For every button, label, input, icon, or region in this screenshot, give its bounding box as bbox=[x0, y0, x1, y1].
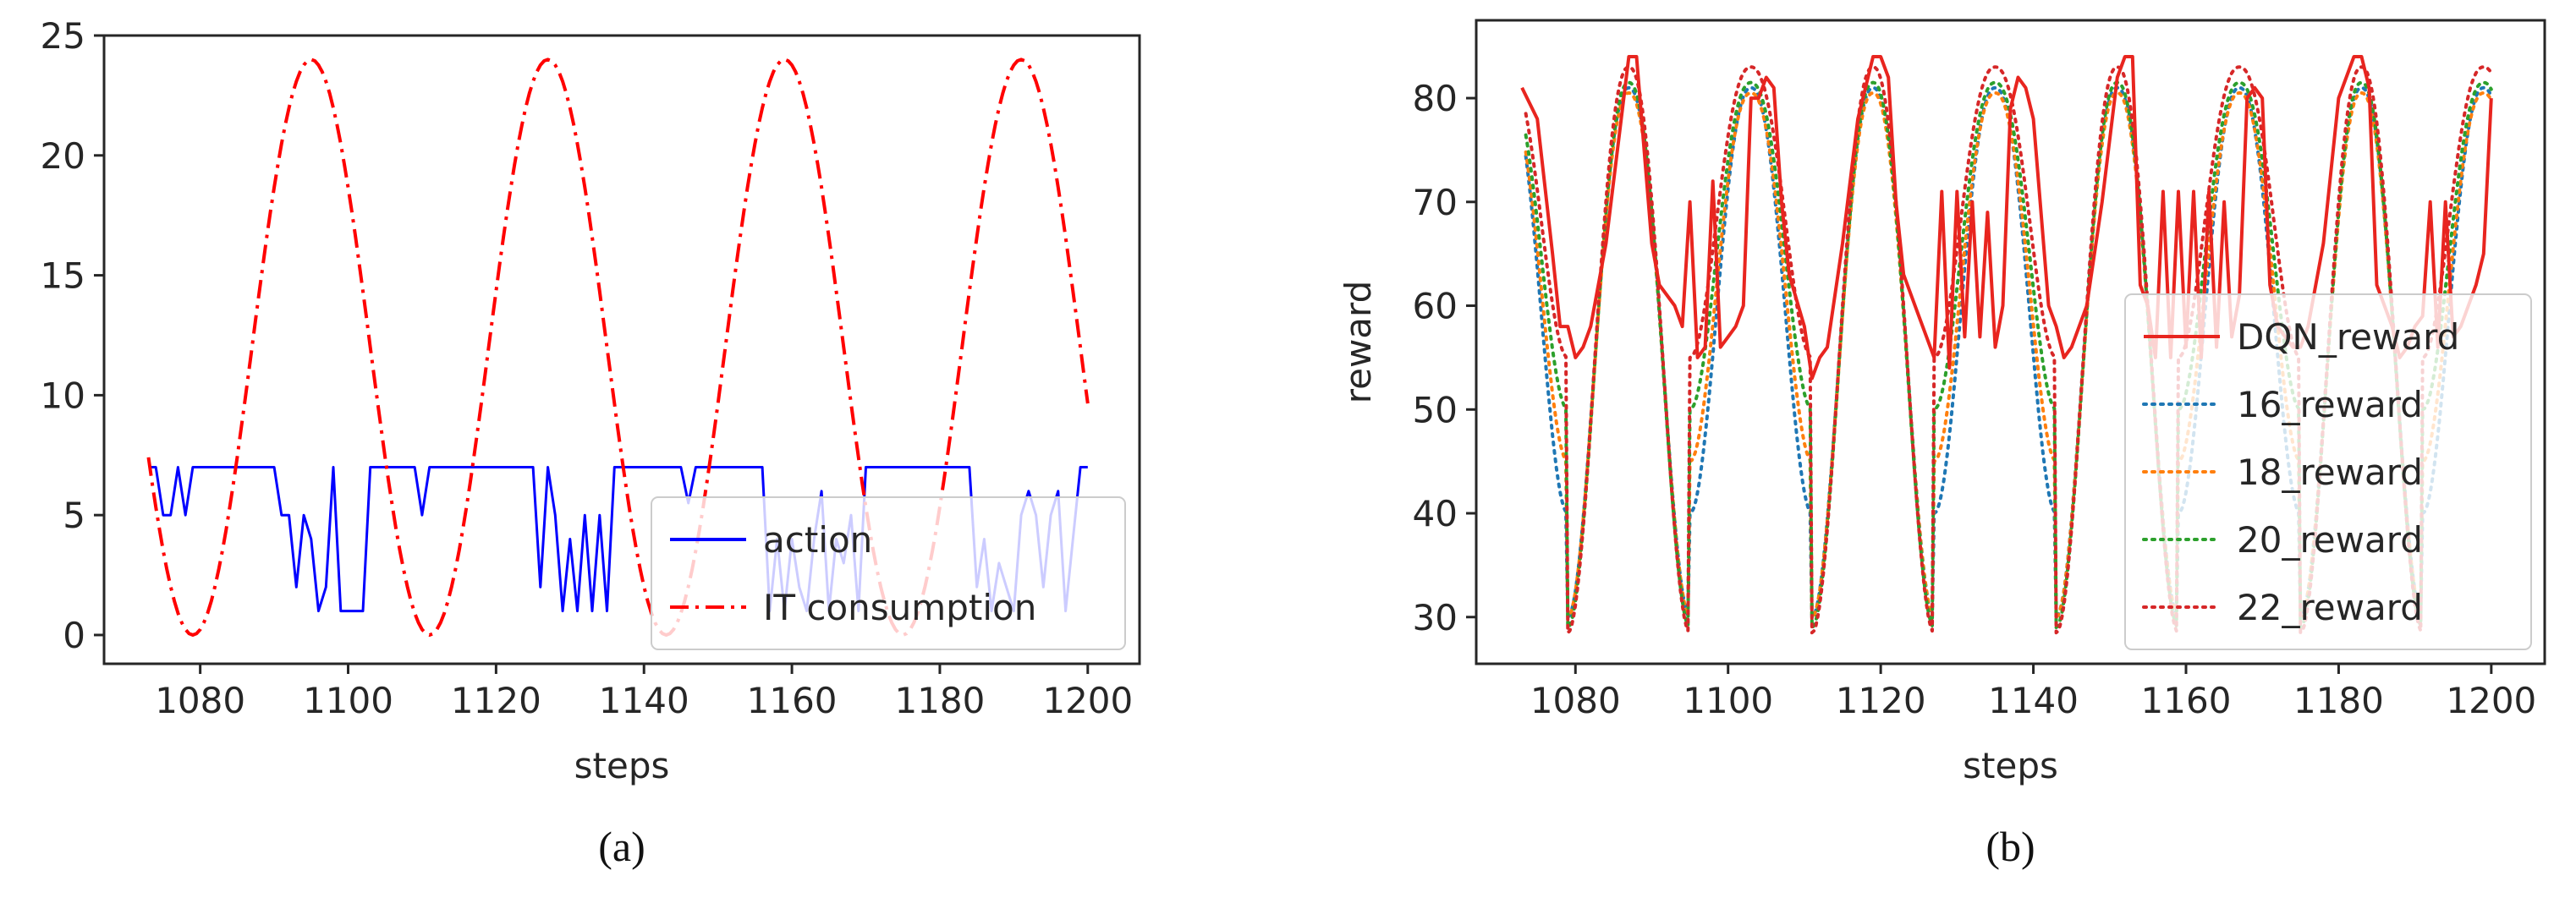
y-tick-label: 20 bbox=[41, 135, 85, 177]
x-axis-label-b: steps bbox=[1963, 745, 2058, 786]
dqn-reward-series bbox=[1520, 55, 2493, 381]
y-tick-label: 15 bbox=[41, 255, 85, 297]
x-tick-label: 1160 bbox=[747, 680, 838, 721]
legend-box bbox=[651, 496, 1126, 650]
y-tick-label: 10 bbox=[41, 375, 85, 416]
y-tick-label: 70 bbox=[1413, 182, 1458, 223]
x-tick-label: 1160 bbox=[2141, 680, 2232, 721]
x-axis-label-a: steps bbox=[574, 745, 670, 786]
y-tick-label: 30 bbox=[1413, 597, 1458, 638]
legend-label: IT consumption bbox=[763, 587, 1036, 628]
y-tick-label: 25 bbox=[41, 15, 85, 57]
action-series bbox=[148, 466, 1088, 613]
legend-b: DQN_reward 16_reward 18_reward 20_reward 22_… bbox=[2124, 293, 2532, 650]
y-axis-label-b: reward bbox=[1337, 281, 1379, 403]
panel-a: 1080 1100 1120 1140 1160 1180 1200 0 5 10 15 20 25 a… bbox=[41, 15, 1141, 870]
x-tick-label: 1100 bbox=[303, 680, 393, 721]
x-tick-label: 1140 bbox=[1988, 680, 2079, 721]
x-tick-label: 1180 bbox=[894, 680, 985, 721]
panel-caption-a: (a) bbox=[598, 823, 645, 870]
legend-label: 20_reward bbox=[2237, 519, 2423, 561]
legend-box bbox=[2124, 293, 2532, 650]
legend-label: 16_reward bbox=[2237, 384, 2423, 425]
y-tick-label: 40 bbox=[1413, 493, 1458, 534]
plot-frame-b bbox=[1475, 19, 2546, 665]
x-tick-label: 1180 bbox=[2293, 680, 2384, 721]
x-tick-label: 1080 bbox=[1530, 680, 1621, 721]
x-tick-label: 1200 bbox=[1042, 680, 1133, 721]
x-tick-label: 1140 bbox=[599, 680, 689, 721]
panel-b: 1080 1100 1120 1140 1160 1180 1200 30 40 50 60 70 80… bbox=[1337, 19, 2546, 870]
y-tick-label: 0 bbox=[63, 615, 85, 656]
panel-caption-b: (b) bbox=[1986, 823, 2035, 870]
x-tick-label: 1120 bbox=[451, 680, 541, 721]
x-tick-label: 1100 bbox=[1683, 680, 1773, 721]
legend-label: 22_reward bbox=[2237, 587, 2423, 628]
y-tick-label: 5 bbox=[63, 495, 85, 536]
legend-label: 18_reward bbox=[2237, 452, 2423, 493]
legend-a: action IT consumption bbox=[651, 496, 1126, 650]
y-tick-label: 50 bbox=[1413, 389, 1458, 430]
legend-label: DQN_reward bbox=[2237, 316, 2459, 358]
y-tick-label: 60 bbox=[1413, 286, 1458, 327]
x-tick-label: 1200 bbox=[2446, 680, 2536, 721]
legend-label: action bbox=[763, 519, 872, 561]
y-tick-label: 80 bbox=[1413, 78, 1458, 119]
plot-frame-a bbox=[102, 34, 1141, 665]
x-tick-label: 1120 bbox=[1836, 680, 1926, 721]
x-tick-label: 1080 bbox=[155, 680, 245, 721]
